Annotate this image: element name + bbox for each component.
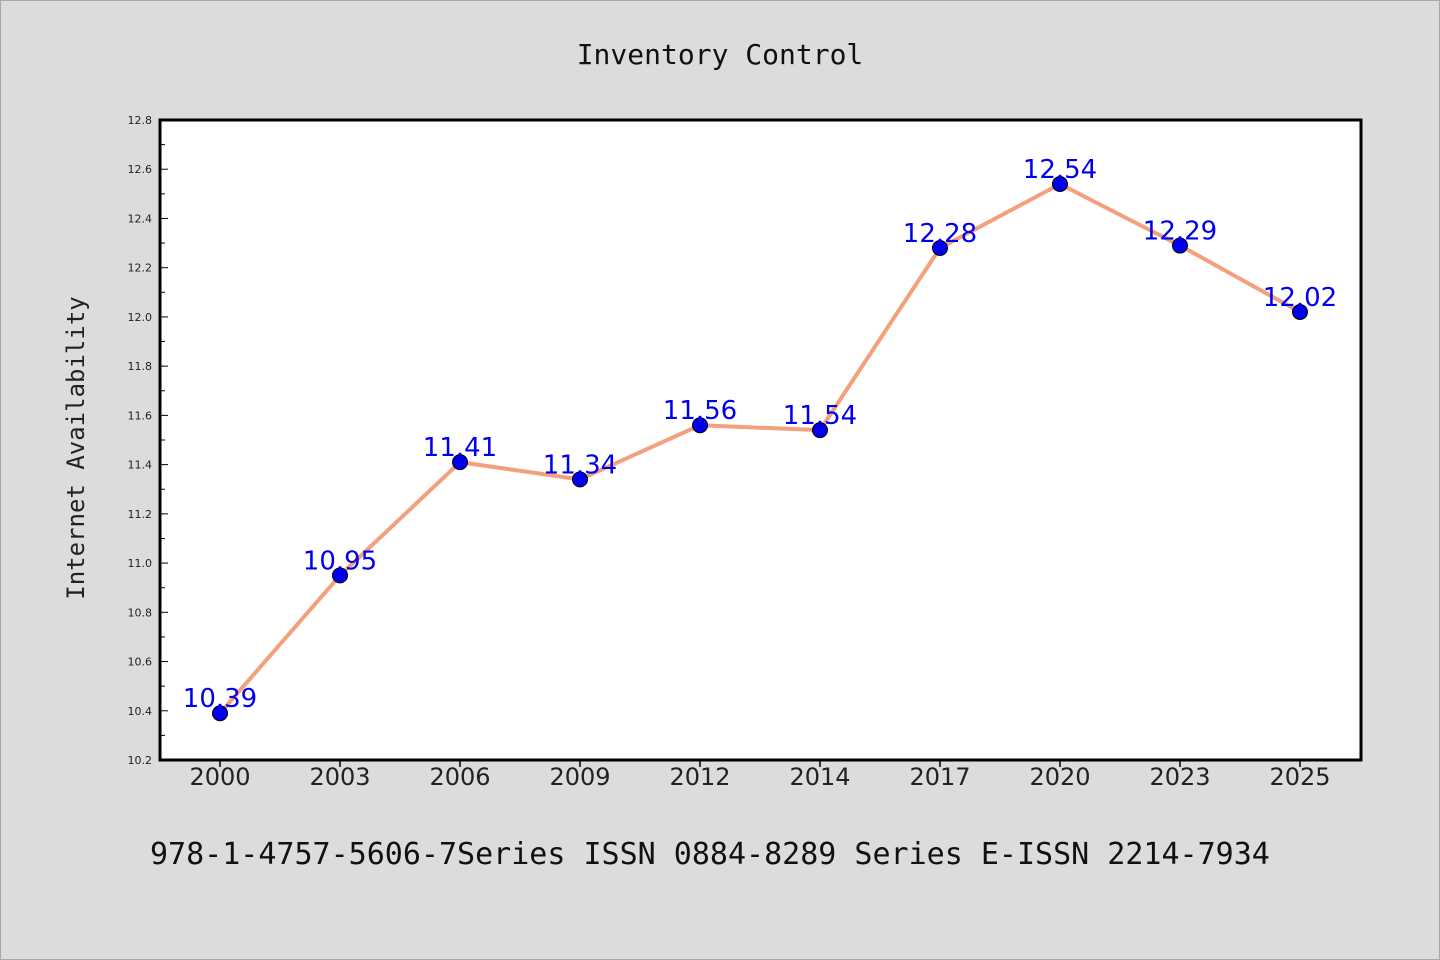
data-point: [1172, 237, 1188, 254]
y-tick-label: 12.8: [128, 114, 153, 127]
y-tick-label: 12.0: [128, 311, 153, 324]
y-tick-label: 12.4: [128, 212, 153, 225]
chart-title: Inventory Control: [577, 38, 864, 71]
y-tick-label: 11.6: [128, 409, 153, 422]
data-point: [572, 471, 588, 488]
x-axis: 2000 2003 2006 2009 2012 2014 2017 2020 2023 2025: [189, 760, 1331, 791]
data-point: [932, 240, 948, 256]
data-point: [692, 417, 708, 434]
data-point: [1292, 304, 1308, 320]
markers-group: [212, 176, 1308, 722]
x-tick-label: 2006: [429, 763, 490, 791]
x-tick-label: 2020: [1029, 763, 1090, 791]
x-tick-label: 2017: [909, 763, 970, 791]
y-axis-label: Internet Availability: [62, 296, 90, 599]
data-label: 12.28: [903, 219, 977, 249]
data-labels-group: 10.39 10.95 11.41 11.34 11.56 11.54 12.28 12.54…: [183, 155, 1337, 714]
y-tick-label: 11.0: [128, 557, 153, 570]
data-point: [212, 705, 228, 722]
x-tick-label: 2012: [669, 763, 730, 791]
y-tick-label: 11.8: [128, 360, 153, 373]
data-label: 10.95: [303, 546, 377, 576]
plot-area: [160, 120, 1361, 760]
plot-border: [158, 118, 1363, 762]
x-tick-label: 2025: [1269, 763, 1330, 791]
series-line-group: [218, 182, 1302, 716]
x-tick-label: 2003: [309, 763, 370, 791]
data-label: 11.41: [423, 433, 497, 463]
y-tick-label: 10.4: [128, 705, 153, 718]
y-tick-label: 10.8: [128, 606, 153, 619]
data-label: 12.02: [1263, 283, 1337, 313]
data-point: [332, 567, 348, 584]
data-label: 11.54: [783, 401, 857, 431]
x-tick-label: 2023: [1149, 763, 1210, 791]
y-tick-label: 12.6: [128, 163, 153, 176]
y-tick-label: 11.2: [128, 508, 153, 521]
data-label: 12.54: [1023, 155, 1097, 185]
footer-isbn-text: 978-1-4757-5606-7Series ISSN 0884-8289 S…: [150, 837, 1270, 872]
x-tick-label: 2000: [189, 763, 250, 791]
data-label: 10.39: [183, 684, 257, 714]
y-tick-label: 12.2: [128, 262, 153, 275]
y-tick-label: 10.6: [128, 656, 153, 669]
data-point: [1052, 176, 1068, 192]
data-label: 12.29: [1143, 217, 1217, 247]
data-label: 11.34: [543, 450, 617, 480]
y-tick-label: 10.2: [128, 754, 153, 767]
y-tick-label: 11.4: [128, 459, 153, 472]
x-tick-label: 2009: [549, 763, 610, 791]
data-label: 11.56: [663, 396, 737, 426]
data-point: [812, 422, 828, 439]
data-point: [452, 454, 468, 471]
x-tick-label: 2014: [789, 763, 850, 791]
series-line: [218, 182, 1302, 716]
